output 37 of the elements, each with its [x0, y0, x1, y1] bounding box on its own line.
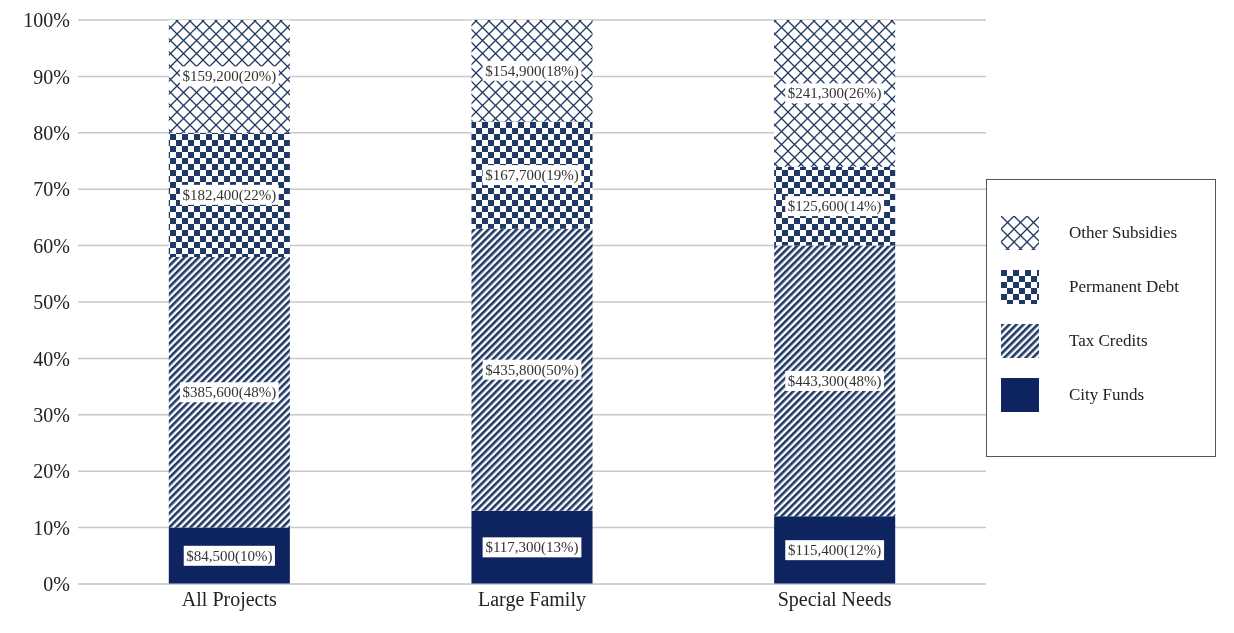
- data-label: $182,400(22%): [182, 186, 277, 204]
- bar: [471, 228, 593, 511]
- bar: [168, 20, 290, 133]
- y-tick-label: 80%: [33, 121, 70, 144]
- data-label: $435,800(50%): [485, 361, 579, 379]
- data-label: $385,600(48%): [182, 384, 277, 402]
- legend-label: City Funds: [1069, 385, 1145, 405]
- y-tick-label: 20%: [33, 460, 70, 483]
- data-label: $125,600(14%): [787, 198, 882, 216]
- bar: [168, 256, 290, 528]
- bar: [774, 245, 896, 517]
- y-tick-label: 40%: [33, 347, 70, 370]
- data-label: $167,700(19%): [485, 167, 579, 185]
- y-tick-label: 90%: [33, 65, 70, 88]
- data-label: $241,300(26%): [787, 85, 882, 103]
- y-tick-label: 50%: [33, 291, 70, 314]
- data-label: $154,900(18%): [485, 62, 579, 80]
- y-tick-label: 100%: [23, 9, 70, 32]
- legend-label: Other Subsidies: [1069, 223, 1178, 243]
- y-tick-label: 10%: [33, 516, 70, 539]
- legend-label: Tax Credits: [1069, 331, 1148, 351]
- x-tick-label: All Projects: [181, 588, 278, 612]
- bar: [774, 20, 896, 167]
- y-tick-label: 70%: [33, 178, 70, 201]
- data-label: $159,200(20%): [182, 68, 277, 86]
- data-label: $115,400(12%): [788, 542, 882, 560]
- data-label: $84,500(10%): [186, 547, 273, 565]
- y-tick-label: 60%: [33, 234, 70, 257]
- data-label: $443,300(48%): [787, 372, 882, 390]
- legend-label: Permanent Debt: [1069, 277, 1179, 297]
- bar: [471, 121, 593, 229]
- data-label: $117,300(13%): [485, 539, 579, 557]
- x-tick-label: Special Needs: [777, 588, 892, 612]
- x-tick-label: Large Family: [478, 588, 586, 612]
- y-tick-label: 0%: [43, 573, 70, 596]
- bar: [168, 132, 290, 257]
- y-tick-label: 30%: [33, 403, 70, 426]
